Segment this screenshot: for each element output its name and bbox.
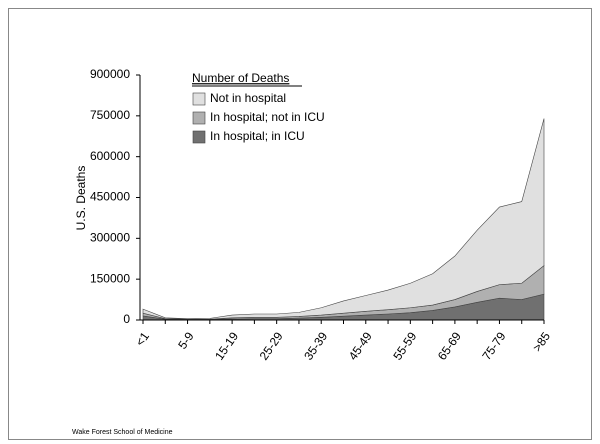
legend-swatch [192,111,206,125]
legend-label: In hospital; not in ICU [210,110,325,124]
legend-swatch [192,130,206,144]
y-tick-label: 600000 [90,149,130,163]
footer: Wake Forest School of Medicine [72,429,173,436]
y-tick-label: 900000 [90,67,130,81]
legend-swatch [192,92,206,106]
area [142,118,545,320]
y-tick-label: 750000 [90,108,130,122]
legend-label: In hospital; in ICU [210,129,305,143]
y-tick-label: 0 [123,312,130,326]
y-axis-label: U.S. Deaths [74,166,88,231]
y-tick-label: 450000 [90,190,130,204]
y-tick-label: 300000 [90,231,130,245]
legend-label: Not in hospital [210,91,286,105]
y-tick-label: 150000 [90,271,130,285]
legend-title: Number of Deaths [192,71,289,85]
